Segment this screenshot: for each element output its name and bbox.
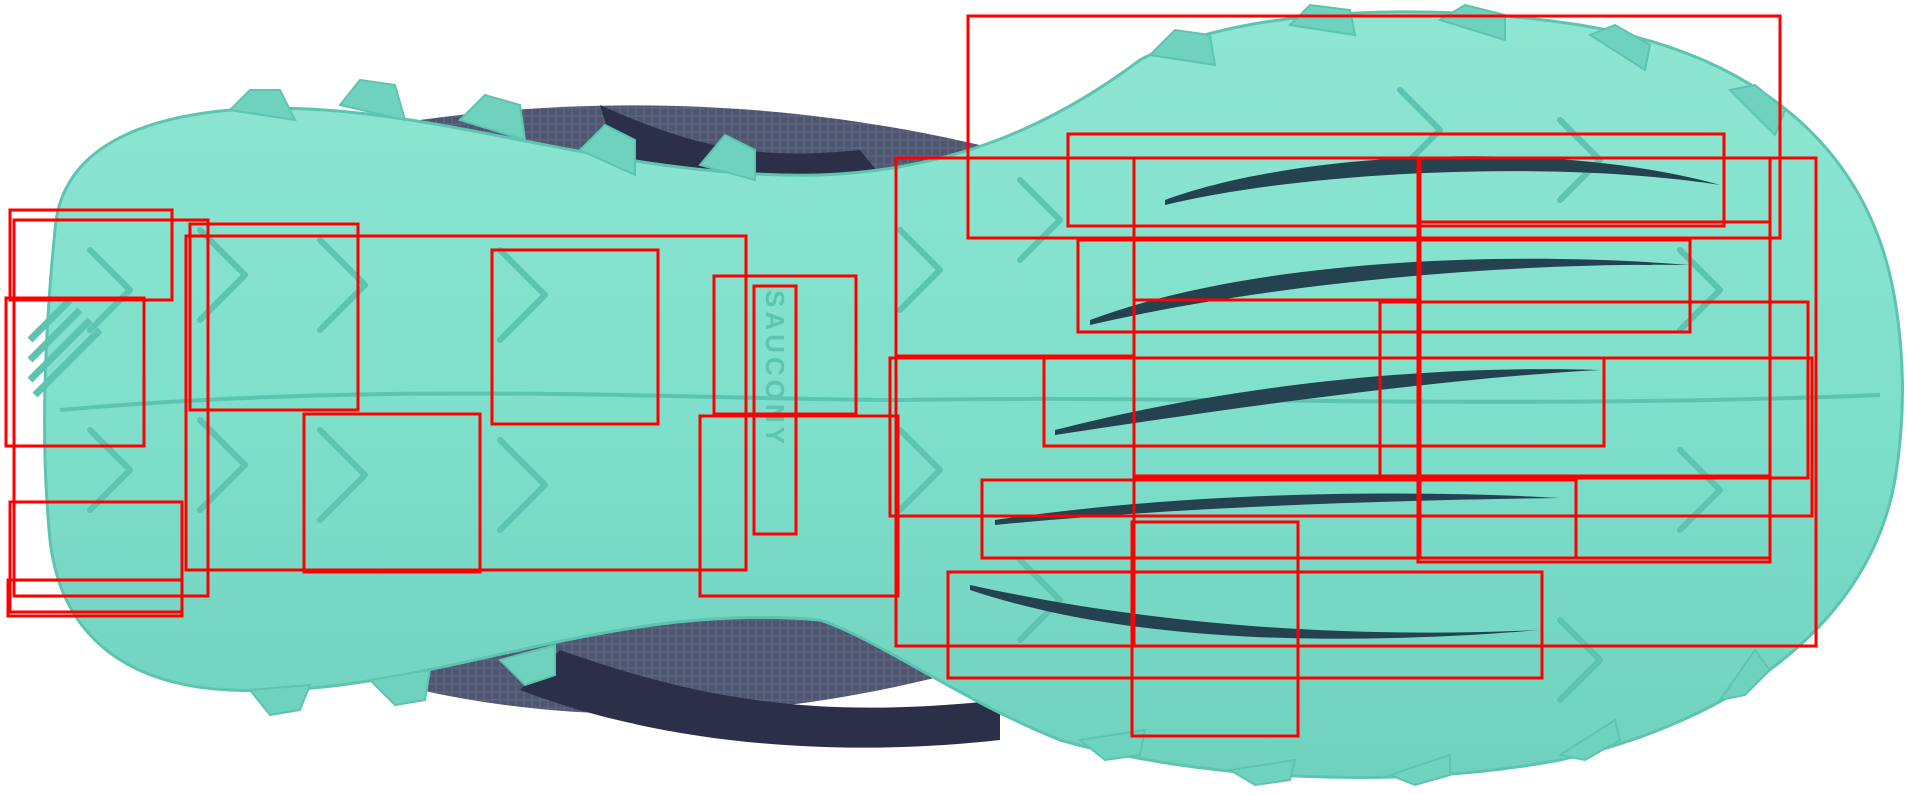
- annotation-box: [1418, 474, 1772, 560]
- annotation-box: [1130, 520, 1300, 738]
- annotation-box: [188, 222, 360, 412]
- annotation-box: [966, 14, 1782, 240]
- annotation-box: [490, 248, 660, 426]
- annotation-overlay: [4, 14, 1818, 738]
- annotation-box: [752, 284, 798, 536]
- annotation-box: [6, 578, 184, 618]
- annotation-box: [4, 296, 146, 448]
- annotation-box: [946, 570, 1544, 680]
- annotation-box: [302, 412, 482, 574]
- annotation-box: [12, 218, 210, 598]
- annotation-box: [712, 274, 858, 416]
- annotation-box: [184, 234, 748, 572]
- annotation-box: [8, 208, 174, 302]
- heel-grip-stripes: [27, 297, 103, 398]
- brand-logo-text: SAUCONY: [760, 290, 790, 448]
- annotation-box: [8, 500, 184, 614]
- annotation-box: [894, 354, 1136, 648]
- forefoot-flex-grooves: [970, 156, 1720, 639]
- annotation-box: [888, 356, 1814, 518]
- outsole: SAUCONY: [27, 3, 1904, 787]
- annotation-box: [1076, 238, 1692, 334]
- annotation-box: [698, 414, 900, 598]
- annotation-box: [1066, 132, 1726, 228]
- annotation-box: [980, 478, 1578, 560]
- annotation-box: [1378, 300, 1810, 480]
